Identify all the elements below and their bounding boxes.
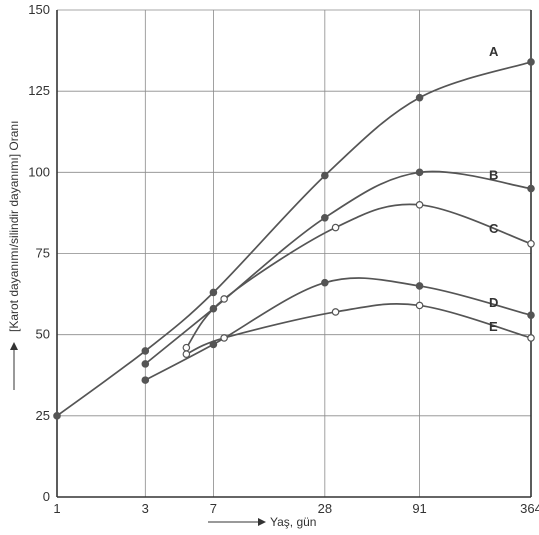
data-point-d: [321, 278, 329, 287]
y-tick-label: 25: [36, 408, 50, 423]
series-label-c: C: [489, 221, 499, 236]
y-axis-label: [Karot dayanımı/silindir dayanımı] Oranı: [7, 121, 21, 332]
data-point-c: [331, 223, 340, 232]
data-point-a: [415, 93, 424, 102]
data-point-c: [415, 201, 424, 209]
series-line-a: [56, 61, 532, 417]
series-label-b: B: [489, 168, 498, 183]
y-tick-label: 75: [36, 246, 50, 261]
series-label-e: E: [489, 319, 498, 334]
data-point-e: [220, 334, 228, 342]
x-tick-label: 28: [318, 501, 332, 516]
data-point-a: [141, 347, 150, 355]
data-point-e: [415, 301, 424, 310]
series-layer: [53, 58, 535, 420]
data-point-c: [220, 295, 228, 303]
data-point-a: [321, 171, 329, 180]
series-label-d: D: [489, 295, 498, 310]
data-point-d: [141, 376, 150, 384]
y-tick-label: 50: [36, 327, 50, 342]
data-point-b: [321, 213, 329, 222]
labels: A B C DE: [489, 44, 499, 334]
series-line-c: [185, 203, 532, 349]
y-tick-label: 125: [28, 83, 50, 98]
y-tick-label: 100: [28, 164, 50, 179]
data-point-c: [182, 343, 191, 352]
x-axis-label: Yaş, gün: [270, 515, 316, 529]
x-tick-label: 1: [53, 501, 60, 516]
data-point-b: [527, 184, 535, 193]
series-line-d: [144, 277, 532, 381]
data-point-a: [53, 412, 61, 420]
data-point-c: [527, 239, 535, 248]
x-tick-label: 7: [210, 501, 217, 516]
y-axis-title: [Karot dayanımı/silindir dayanımı] Oranı: [7, 121, 21, 390]
data-point-d: [415, 282, 424, 290]
x-tick-label: 91: [412, 501, 426, 516]
series-label-a: A: [489, 44, 499, 59]
data-point-b: [415, 168, 424, 177]
x-tick-label: 364: [520, 501, 539, 516]
x-tick-label: 3: [142, 501, 149, 516]
y-tick-label: 150: [28, 2, 50, 17]
grid: [57, 9, 531, 497]
data-point-e: [331, 308, 340, 316]
data-point-e: [182, 350, 191, 358]
axes: 0 25 50 75 100 125 150 1 3 7 28 91 364: [28, 2, 539, 516]
data-point-a: [527, 58, 535, 66]
data-point-b: [141, 360, 150, 368]
data-point-a: [209, 288, 218, 297]
y-tick-label: 0: [43, 489, 50, 504]
data-point-d: [527, 311, 535, 319]
x-axis-title: Yaş, gün: [208, 515, 316, 529]
data-point-e: [527, 334, 535, 342]
